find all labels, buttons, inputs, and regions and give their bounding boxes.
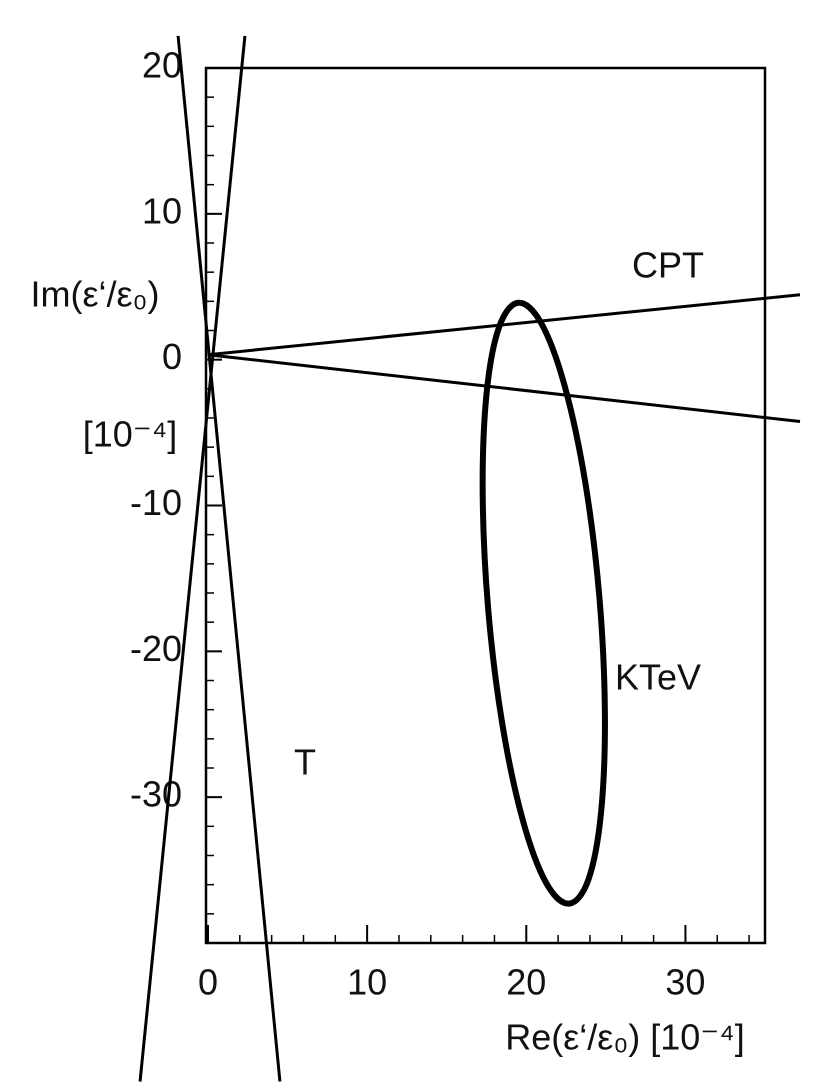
y-tick-label: -30 — [130, 774, 182, 815]
constraint-line — [138, 35, 247, 1082]
y-tick-label: 10 — [142, 190, 182, 231]
y-tick-label: 20 — [142, 45, 182, 86]
x-tick-label: 30 — [665, 962, 705, 1003]
x-tick-label: 20 — [506, 962, 546, 1003]
y-tick-label: -10 — [130, 482, 182, 523]
y-tick-label: 0 — [162, 336, 182, 377]
x-tick-label: 10 — [347, 962, 387, 1003]
annotation: KTeV — [615, 657, 701, 698]
annotation: CPT — [632, 245, 704, 286]
x-tick-label: 0 — [198, 962, 218, 1003]
constraint-line — [207, 293, 801, 357]
y-tick-label: -20 — [130, 628, 182, 669]
y-axis-unit: [10⁻⁴] — [83, 414, 178, 455]
y-axis-label: Im(ε‘/ε₀) — [30, 274, 159, 315]
constraint-line — [176, 35, 282, 1082]
confidence-ellipse — [479, 299, 608, 907]
constraint-line — [207, 353, 801, 423]
x-axis-label: Re(ε‘/ε₀) [10⁻⁴] — [505, 1017, 745, 1058]
annotation: T — [294, 742, 316, 783]
